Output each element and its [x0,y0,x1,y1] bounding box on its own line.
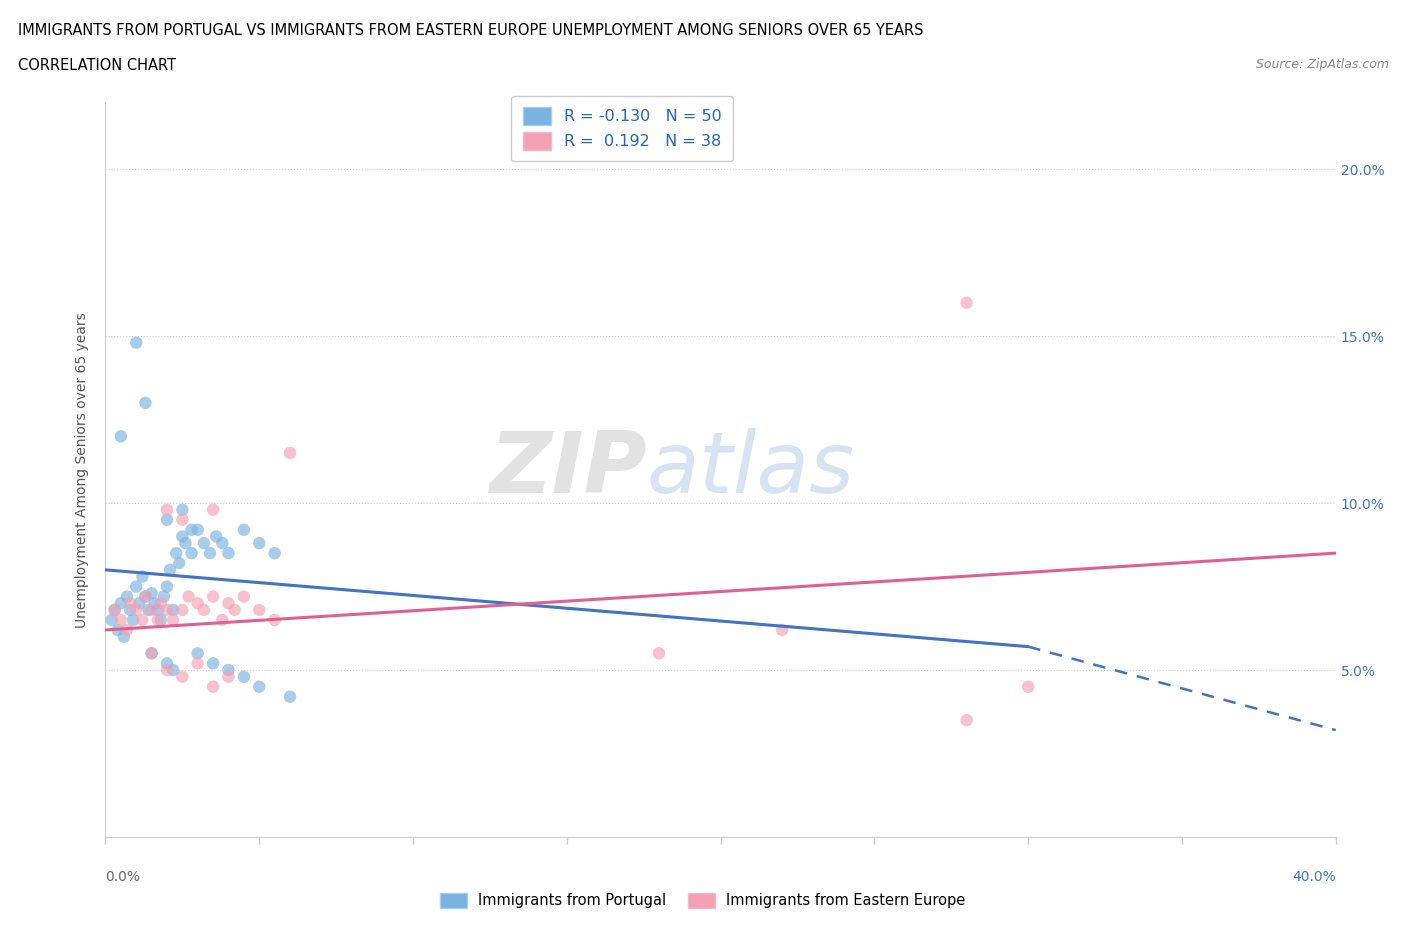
Point [134,589,156,604]
Point [143,596,166,611]
Point [202,656,225,671]
Y-axis label: Unemployment Among Seniors over 65 years: Unemployment Among Seniors over 65 years [76,312,90,628]
Point [278,445,301,460]
Point [146,603,169,618]
Point [156,512,179,527]
Point [263,613,285,628]
Point [110,596,132,611]
Point [162,603,184,618]
Legend: R = -0.130   N = 50, R =  0.192   N = 38: R = -0.130 N = 50, R = 0.192 N = 38 [512,96,733,161]
Point [224,603,246,618]
Text: Source: ZipAtlas.com: Source: ZipAtlas.com [1256,58,1389,71]
Point [120,596,141,611]
Point [232,589,254,604]
Point [218,546,240,561]
Point [956,712,979,727]
Point [198,546,221,561]
Text: ZIP: ZIP [489,428,647,512]
Point [180,523,202,538]
Point [125,603,148,618]
Point [1017,679,1039,694]
Point [218,662,240,677]
Point [648,645,671,660]
Point [169,556,191,571]
Point [193,603,215,618]
Point [100,613,122,628]
Point [211,536,233,551]
Point [110,613,132,628]
Point [165,546,187,561]
Point [146,613,169,628]
Point [211,613,233,628]
Point [134,395,156,410]
Point [172,670,194,684]
Point [138,603,160,618]
Point [120,603,141,618]
Point [141,645,163,660]
Point [202,502,225,517]
Point [770,622,793,637]
Point [247,679,270,694]
Text: CORRELATION CHART: CORRELATION CHART [18,58,176,73]
Point [104,603,127,618]
Legend: Immigrants from Portugal, Immigrants from Eastern Europe: Immigrants from Portugal, Immigrants fro… [433,885,973,915]
Point [278,689,301,704]
Point [174,536,197,551]
Point [232,523,254,538]
Point [141,586,163,601]
Point [218,670,240,684]
Point [107,622,129,637]
Text: 40.0%: 40.0% [1292,870,1336,884]
Text: atlas: atlas [647,428,855,512]
Point [956,295,979,310]
Point [131,569,153,584]
Point [187,596,209,611]
Point [218,596,240,611]
Point [180,546,202,561]
Point [205,529,228,544]
Point [187,656,209,671]
Point [122,613,145,628]
Point [153,589,176,604]
Point [177,589,200,604]
Text: 0.0%: 0.0% [105,870,141,884]
Point [110,429,132,444]
Point [263,546,285,561]
Point [115,589,138,604]
Point [247,603,270,618]
Point [131,613,153,628]
Point [202,679,225,694]
Point [128,596,150,611]
Point [162,613,184,628]
Point [172,512,194,527]
Point [172,529,194,544]
Point [156,579,179,594]
Point [112,630,135,644]
Point [125,336,148,351]
Point [156,502,179,517]
Point [156,603,179,618]
Point [159,563,181,578]
Point [104,603,127,618]
Point [232,670,254,684]
Point [202,589,225,604]
Point [187,645,209,660]
Point [156,656,179,671]
Point [172,603,194,618]
Point [156,662,179,677]
Text: IMMIGRANTS FROM PORTUGAL VS IMMIGRANTS FROM EASTERN EUROPE UNEMPLOYMENT AMONG SE: IMMIGRANTS FROM PORTUGAL VS IMMIGRANTS F… [18,23,924,38]
Point [187,523,209,538]
Point [149,596,172,611]
Point [134,589,156,604]
Point [162,662,184,677]
Point [115,622,138,637]
Point [149,613,172,628]
Point [193,536,215,551]
Point [247,536,270,551]
Point [141,645,163,660]
Point [125,579,148,594]
Point [172,502,194,517]
Point [141,603,163,618]
